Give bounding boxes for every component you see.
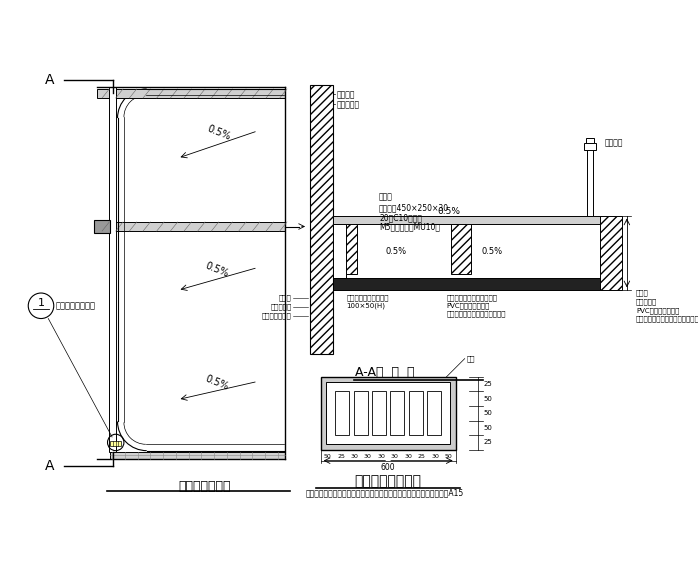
Text: 25: 25: [484, 381, 493, 387]
Bar: [587, 143, 593, 216]
Bar: [98, 222, 285, 231]
Bar: [354, 392, 368, 435]
Bar: [334, 224, 346, 278]
Text: 600: 600: [381, 464, 396, 473]
Text: 注：雨水篦子采用复合材料（不饱和聚酯树脂混绿色）篦板，荷载等级A15: 注：雨水篦子采用复合材料（不饱和聚酯树脂混绿色）篦板，荷载等级A15: [305, 488, 463, 497]
Text: 土工布一道（土工布端头固定）: 土工布一道（土工布端头固定）: [447, 311, 506, 318]
Text: 建筑胶条（建筑乙烯防水、阻燃）: 建筑胶条（建筑乙烯防水、阻燃）: [636, 315, 698, 322]
Text: 土工布端头固定: 土工布端头固定: [262, 312, 292, 319]
Text: 25: 25: [337, 454, 345, 459]
Text: 建筑栏杆: 建筑栏杆: [605, 138, 623, 147]
Text: PVC雨水槽水板成品: PVC雨水槽水板成品: [636, 307, 679, 314]
Text: 种植土: 种植土: [636, 290, 648, 297]
Text: 30: 30: [404, 454, 413, 459]
Text: 0.5%: 0.5%: [204, 260, 230, 278]
Text: 规格: 规格: [466, 355, 475, 362]
Text: 100×50(H): 100×50(H): [346, 303, 385, 309]
Bar: [98, 89, 285, 98]
Text: 浸渍反渗透预留排水孔: 浸渍反渗透预留排水孔: [346, 294, 389, 301]
Bar: [346, 224, 357, 274]
Bar: [372, 392, 386, 435]
Bar: [334, 216, 602, 224]
Text: 25: 25: [418, 454, 426, 459]
Text: 50: 50: [484, 396, 493, 402]
Bar: [584, 143, 596, 150]
Text: 30: 30: [350, 454, 358, 459]
Text: 50: 50: [445, 454, 453, 459]
Text: 0.5%: 0.5%: [205, 123, 232, 142]
Text: 建筑墙体: 建筑墙体: [336, 90, 355, 99]
Text: 0.5%: 0.5%: [204, 373, 230, 392]
Bar: [110, 452, 285, 459]
Bar: [110, 87, 116, 452]
Bar: [334, 278, 602, 290]
Text: 50: 50: [324, 454, 332, 459]
Text: A-A剖  面  图: A-A剖 面 图: [355, 366, 415, 379]
Bar: [409, 392, 422, 435]
Text: 雨水篦子平面大样: 雨水篦子平面大样: [355, 475, 422, 488]
Bar: [451, 224, 471, 274]
Bar: [390, 392, 404, 435]
Text: 0.5%: 0.5%: [386, 247, 407, 256]
Text: 0.5%: 0.5%: [482, 247, 503, 256]
Text: 空中花园平面图: 空中花园平面图: [179, 480, 231, 492]
Text: 30: 30: [391, 454, 399, 459]
Text: 30: 30: [378, 454, 385, 459]
Text: 浸渍反层（浸渍乙烯防水）: 浸渍反层（浸渍乙烯防水）: [447, 294, 498, 301]
Text: 50: 50: [484, 425, 493, 431]
Text: PVC排水槽水板成品: PVC排水槽水板成品: [447, 302, 490, 309]
Bar: [427, 392, 441, 435]
Text: 0.5%: 0.5%: [438, 207, 461, 216]
Text: 1: 1: [38, 298, 45, 308]
Text: A: A: [45, 459, 54, 473]
Text: 固定钉: 固定钉: [379, 192, 393, 201]
Bar: [94, 220, 110, 233]
Text: 雨水篦子平面大样: 雨水篦子平面大样: [56, 301, 96, 310]
Text: 建筑完成面: 建筑完成面: [336, 100, 359, 109]
Text: 排水管: 排水管: [279, 294, 292, 301]
Text: 20层C10混凝土: 20层C10混凝土: [379, 213, 422, 222]
Bar: [335, 392, 349, 435]
Bar: [310, 85, 334, 354]
Text: 25: 25: [484, 439, 493, 445]
Text: M5水泥砂浆砌MU10砖: M5水泥砂浆砌MU10砖: [379, 222, 440, 231]
Bar: [321, 377, 456, 450]
Text: 30: 30: [364, 454, 372, 459]
Text: 50: 50: [484, 410, 493, 417]
Bar: [600, 216, 623, 290]
Text: 预留排水孔: 预留排水孔: [270, 303, 292, 310]
Text: 雨水篦子450×250×30: 雨水篦子450×250×30: [379, 203, 450, 212]
Text: A: A: [45, 73, 54, 87]
Text: 30: 30: [431, 454, 439, 459]
Text: 土工布一道: 土工布一道: [636, 299, 658, 306]
Bar: [586, 138, 594, 143]
Bar: [326, 382, 450, 444]
Bar: [110, 441, 121, 446]
